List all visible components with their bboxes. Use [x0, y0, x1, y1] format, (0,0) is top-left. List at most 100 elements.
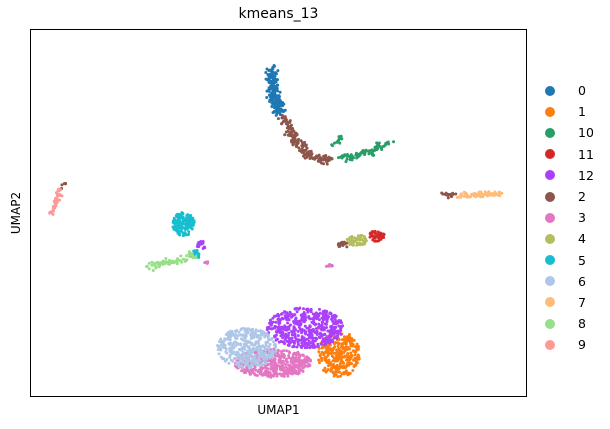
point-cluster-4	[360, 242, 364, 246]
point-cluster-0	[275, 109, 279, 113]
point-cluster-0	[270, 105, 274, 109]
point-cluster-6	[230, 348, 234, 352]
point-cluster-6	[255, 348, 259, 352]
point-cluster-12	[322, 343, 326, 347]
point-cluster-12	[334, 320, 338, 324]
point-cluster-6	[224, 347, 228, 351]
point-cluster-1	[339, 349, 343, 353]
point-cluster-2	[292, 133, 296, 137]
point-cluster-7	[499, 191, 503, 195]
point-cluster-6	[237, 347, 241, 351]
point-cluster-10	[371, 153, 375, 157]
point-cluster-6	[219, 348, 223, 352]
point-cluster-2	[288, 121, 292, 124]
point-cluster-12	[290, 336, 294, 340]
point-cluster-0	[278, 103, 282, 107]
point-cluster-12	[287, 325, 291, 329]
point-cluster-6	[272, 340, 276, 344]
point-cluster-12	[323, 312, 327, 316]
point-cluster-12	[331, 332, 335, 336]
point-cluster-9	[52, 199, 56, 203]
point-cluster-12	[293, 307, 297, 311]
point-cluster-6	[245, 341, 249, 345]
point-cluster-1	[342, 362, 346, 366]
point-cluster-8	[187, 250, 191, 254]
point-cluster-1	[337, 355, 341, 359]
point-cluster-12	[312, 312, 316, 316]
point-cluster-3	[305, 364, 309, 368]
point-cluster-9	[59, 188, 63, 192]
point-cluster-12	[301, 313, 305, 317]
point-cluster-10	[368, 149, 372, 153]
point-cluster-3	[274, 354, 278, 358]
point-cluster-5	[186, 225, 190, 229]
legend-item-0: 0	[545, 80, 594, 101]
legend-swatch-icon	[545, 106, 555, 117]
point-cluster-0	[278, 90, 282, 94]
point-cluster-2	[303, 156, 307, 160]
point-cluster-6	[245, 329, 249, 333]
point-cluster-6	[237, 330, 241, 334]
point-cluster-3	[242, 368, 246, 372]
point-cluster-3	[256, 370, 260, 374]
point-cluster-6	[245, 344, 249, 348]
point-cluster-10	[356, 155, 360, 159]
point-cluster-2	[303, 148, 307, 152]
point-cluster-8	[184, 259, 188, 263]
point-cluster-2	[325, 162, 329, 166]
point-cluster-3	[297, 365, 301, 369]
point-cluster-6	[265, 355, 269, 359]
point-cluster-1	[345, 358, 349, 362]
point-cluster-12	[281, 336, 285, 340]
point-cluster-8	[194, 256, 198, 260]
legend-label: 9	[578, 337, 586, 353]
point-cluster-11	[371, 238, 375, 242]
point-cluster-1	[357, 344, 361, 348]
point-cluster-0	[270, 73, 274, 77]
point-cluster-1	[354, 345, 358, 349]
legend-swatch-icon	[545, 339, 555, 350]
point-cluster-1	[318, 353, 322, 357]
point-cluster-6	[267, 338, 271, 342]
point-cluster-1	[349, 342, 353, 346]
point-cluster-3	[297, 355, 301, 359]
point-cluster-0	[276, 101, 280, 105]
point-cluster-1	[346, 352, 350, 356]
point-cluster-12	[296, 334, 300, 338]
point-cluster-10	[332, 141, 336, 145]
point-cluster-12	[329, 325, 333, 329]
point-cluster-12	[278, 328, 282, 332]
point-cluster-4	[360, 238, 364, 242]
point-cluster-7	[486, 194, 490, 198]
point-cluster-12	[310, 328, 314, 332]
point-cluster-3	[282, 366, 286, 370]
point-cluster-3	[282, 356, 286, 360]
point-cluster-2	[300, 150, 304, 154]
point-cluster-1	[342, 372, 346, 376]
point-cluster-1	[329, 361, 333, 365]
point-cluster-6	[262, 358, 266, 362]
x-axis-label: UMAP1	[257, 403, 300, 417]
legend-swatch-icon	[545, 297, 555, 308]
point-cluster-12	[290, 329, 294, 333]
point-cluster-12	[280, 333, 284, 337]
legend-item-3: 3	[545, 207, 594, 228]
legend-item-12: 12	[545, 165, 594, 186]
point-cluster-4	[359, 233, 363, 237]
point-cluster-1	[326, 360, 330, 364]
point-cluster-0	[267, 93, 271, 97]
point-cluster-0	[265, 96, 269, 100]
point-cluster-5	[185, 216, 189, 220]
point-cluster-7	[459, 192, 463, 196]
point-cluster-6	[226, 337, 230, 341]
legend-swatch-icon	[545, 170, 555, 181]
point-cluster-12	[300, 329, 304, 333]
point-cluster-12	[283, 328, 287, 332]
point-cluster-7	[497, 193, 501, 197]
point-cluster-1	[345, 337, 349, 341]
point-cluster-12	[284, 311, 288, 315]
point-cluster-6	[235, 336, 239, 340]
point-cluster-12	[295, 345, 299, 349]
point-cluster-6	[264, 342, 268, 346]
point-cluster-7	[462, 194, 466, 198]
